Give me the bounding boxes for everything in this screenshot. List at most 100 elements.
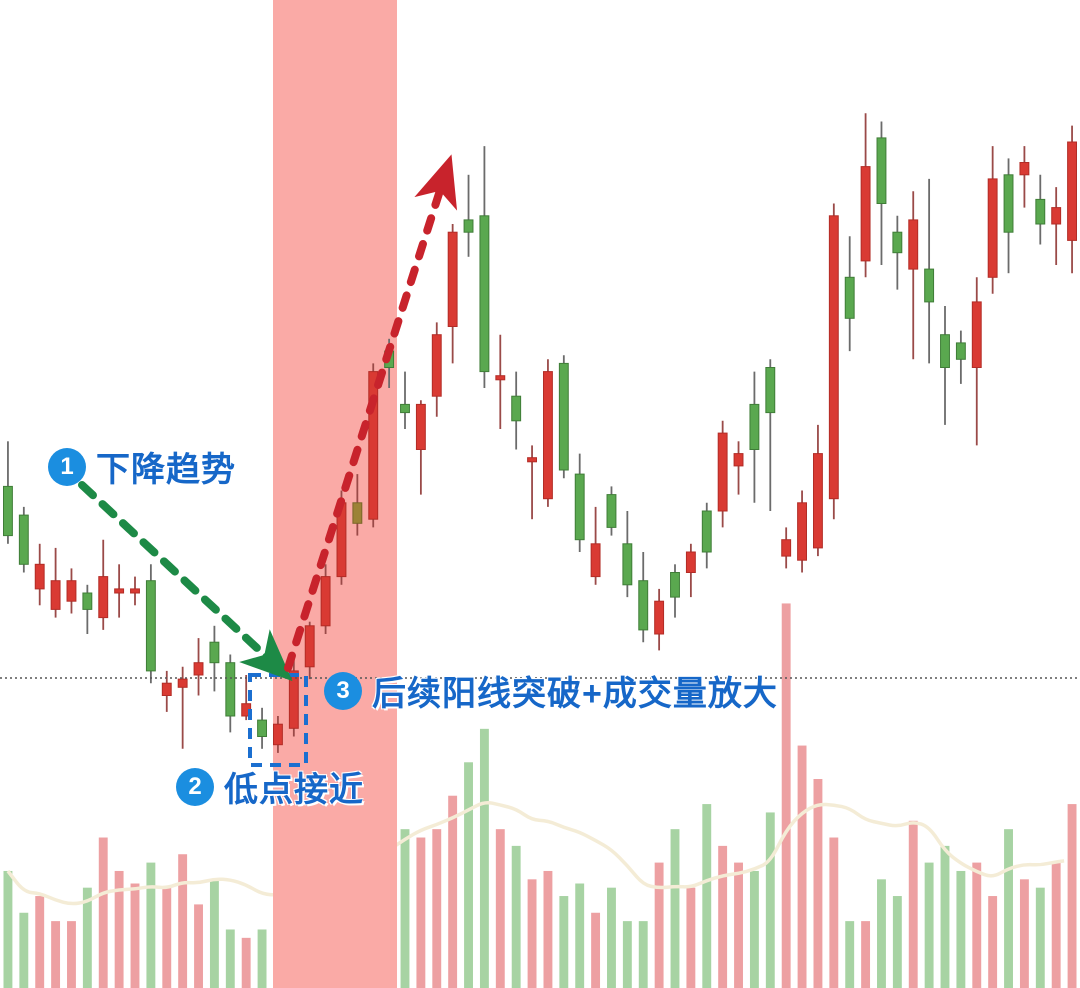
candle-body (257, 719, 268, 737)
volume-bar (51, 921, 61, 988)
candle-body (161, 682, 172, 697)
candle-body (415, 403, 426, 450)
annotation-label-3: 后续阳线突破+成交量放大 (372, 675, 778, 713)
candle-body (2, 485, 13, 537)
candle-body (812, 453, 823, 549)
volume-bar (400, 829, 410, 988)
volume-bar (209, 879, 219, 988)
volume-bar (527, 879, 537, 988)
volume-bar (956, 870, 966, 988)
annotation-badge-3: 3 (324, 671, 362, 710)
volume-bar (130, 883, 140, 988)
candle-body (733, 453, 744, 467)
candle-body (50, 580, 61, 610)
candle-body (590, 543, 601, 578)
candle-body (1051, 207, 1062, 225)
candlesticks (2, 113, 1078, 753)
volume-bar (114, 870, 124, 988)
volume-bar (1004, 829, 1013, 988)
volume-bar (686, 887, 696, 988)
volume-bar (861, 921, 871, 988)
volume-bar (559, 896, 569, 988)
volume-bar (988, 896, 998, 988)
candle-body (797, 502, 808, 561)
volume-bar (781, 603, 791, 988)
candle-body (606, 494, 617, 528)
candle-body (82, 592, 93, 610)
volume-bar (495, 829, 505, 988)
annotation-badge-1: 1 (48, 447, 86, 486)
volume-bar (797, 745, 807, 988)
volume-bar (924, 862, 934, 988)
volume-bar (162, 887, 172, 988)
candle-body (717, 432, 728, 512)
volume-bar (972, 862, 982, 988)
candle-body (1035, 198, 1046, 225)
candle-body (701, 510, 712, 553)
volume-bar (432, 829, 442, 988)
volume-bar (940, 845, 950, 988)
volume-bar (607, 887, 616, 988)
volume-bar (241, 937, 251, 988)
candle-body (34, 563, 45, 590)
candle-body (114, 588, 125, 594)
volume-bar (813, 779, 823, 988)
volume-bar (908, 820, 918, 988)
candle-body (828, 215, 839, 500)
candle-body (288, 670, 299, 729)
volume-bar (702, 804, 712, 988)
candle-body (352, 502, 363, 524)
volume-bar (734, 862, 743, 988)
volume-bar (35, 896, 45, 988)
volume-bar (654, 862, 664, 988)
candle-body (1003, 174, 1014, 233)
annotation-lows-converge: 2 低点接近 (176, 762, 364, 811)
volume-bar (82, 887, 92, 988)
candle-body (431, 334, 442, 397)
volume-bar (225, 929, 235, 988)
annotation-label-2: 低点接近 (224, 771, 364, 809)
candle-body (654, 600, 665, 635)
candle-body (987, 178, 998, 278)
volume-bar (511, 845, 521, 988)
candle-body (574, 473, 585, 541)
volume-bar (1067, 804, 1077, 988)
candle-body (66, 580, 77, 602)
candle-body (749, 403, 760, 450)
volume-bar (194, 904, 203, 988)
volume-bar (765, 812, 775, 988)
volume-bar (67, 921, 76, 988)
candle-body (18, 514, 29, 565)
volume-bar (19, 912, 29, 988)
volume-bars (3, 603, 1077, 988)
candle-body (940, 334, 950, 369)
candle-body (304, 625, 315, 668)
candle-body (98, 576, 109, 619)
candle-body (1019, 162, 1030, 176)
candle-body (225, 662, 236, 717)
candle-body (844, 276, 855, 319)
volume-bar (591, 912, 601, 988)
volume-bar (1035, 887, 1045, 988)
candle-body (463, 219, 474, 233)
candle-body (368, 371, 379, 520)
volume-bar (1051, 862, 1061, 988)
volume-bar (464, 762, 473, 988)
volume-bar (479, 728, 489, 988)
candle-body (685, 551, 696, 573)
volume-bar (845, 921, 855, 988)
volume-bar (749, 870, 759, 988)
candle-body (479, 215, 490, 373)
volume-bar (877, 879, 886, 988)
downtrend-arrow (78, 481, 293, 682)
breakout-highlight-band (273, 0, 397, 988)
candle-body (447, 231, 458, 327)
annotation-downtrend: 1 下降趋势 (48, 442, 236, 491)
volume-bar (98, 837, 108, 988)
annotation-breakout-volume: 3 后续阳线突破+成交量放大 (324, 666, 778, 715)
candle-body (495, 375, 506, 381)
volume-ma-line (6, 801, 1065, 906)
volume-bar (1019, 879, 1029, 988)
